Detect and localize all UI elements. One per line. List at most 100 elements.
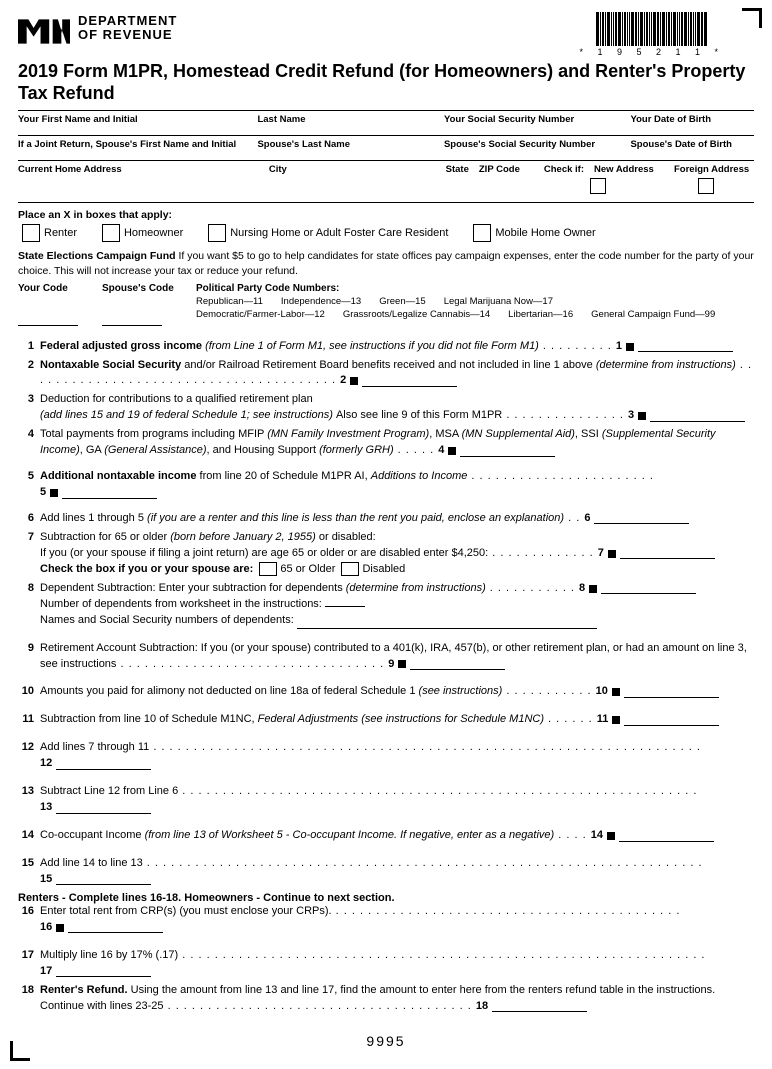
amount-input-2[interactable] bbox=[362, 376, 457, 387]
line-1: 1 Federal adjusted gross income (from Li… bbox=[18, 339, 754, 355]
logo-block: DEPARTMENT OF REVENUE bbox=[18, 12, 579, 44]
l6-tail: 6 bbox=[584, 511, 590, 527]
checkbox-disabled[interactable] bbox=[341, 562, 359, 576]
amount-input-18[interactable] bbox=[492, 1001, 587, 1012]
amount-input-5[interactable] bbox=[62, 488, 157, 499]
checkbox-foreign-address[interactable] bbox=[698, 178, 714, 194]
amount-input-12[interactable] bbox=[56, 759, 151, 770]
line-num: 4 bbox=[18, 427, 40, 443]
l7-plain2: or disabled: bbox=[316, 531, 376, 543]
l1-tail: 1 bbox=[616, 339, 622, 355]
label-ssn: Your Social Security Number bbox=[444, 114, 621, 125]
l18-tail: 18 bbox=[476, 999, 488, 1015]
apply-section: Place an X in boxes that apply: Renter H… bbox=[18, 209, 754, 245]
amount-input-14[interactable] bbox=[619, 831, 714, 842]
amount-input-17[interactable] bbox=[56, 966, 151, 977]
dependents-names-input[interactable] bbox=[297, 618, 597, 629]
l7-plain: Subtraction for 65 or older bbox=[40, 531, 170, 543]
line-num: 17 bbox=[18, 948, 40, 964]
amount-input-3[interactable] bbox=[650, 411, 745, 422]
line-10: 10 Amounts you paid for alimony not dedu… bbox=[18, 684, 754, 700]
checkbox-mobile[interactable] bbox=[473, 224, 491, 242]
amount-input-1[interactable] bbox=[638, 341, 733, 352]
l4-p1: Total payments from programs including M… bbox=[40, 428, 267, 440]
amount-input-9[interactable] bbox=[410, 659, 505, 670]
label-new-address: New Address bbox=[594, 164, 664, 175]
line-num: 10 bbox=[18, 684, 40, 700]
square-marker bbox=[56, 924, 64, 932]
line-num: 15 bbox=[18, 856, 40, 872]
amount-input-10[interactable] bbox=[624, 687, 719, 698]
l1-ital: (from Line 1 of Form M1, see instruction… bbox=[205, 340, 539, 352]
amount-input-11[interactable] bbox=[624, 715, 719, 726]
label-state: State bbox=[446, 164, 469, 175]
amount-input-13[interactable] bbox=[56, 803, 151, 814]
line-num: 16 bbox=[18, 904, 40, 920]
l16-tail: 16 bbox=[40, 920, 52, 936]
spouse-code-input[interactable] bbox=[102, 312, 162, 326]
l7-opt1: 65 or Older bbox=[280, 563, 335, 575]
dependents-count-input[interactable] bbox=[325, 597, 365, 607]
l17-plain: Multiply line 16 by 17% (.17) bbox=[40, 949, 178, 961]
dept-line2: OF REVENUE bbox=[78, 28, 177, 42]
separator bbox=[18, 202, 754, 203]
l8-tail: 8 bbox=[579, 581, 585, 597]
square-marker bbox=[626, 343, 634, 351]
label-spouse-last: Spouse's Last Name bbox=[257, 139, 434, 150]
code-green: Green—15 bbox=[379, 296, 425, 307]
amount-input-15[interactable] bbox=[56, 874, 151, 885]
amount-input-16[interactable] bbox=[68, 922, 163, 933]
line-5: 5 Additional nontaxable income from line… bbox=[18, 469, 754, 501]
amount-input-4[interactable] bbox=[460, 446, 555, 457]
label-nursing: Nursing Home or Adult Foster Care Reside… bbox=[230, 227, 448, 239]
l15-tail: 15 bbox=[40, 872, 52, 888]
l4-i5: (formerly GRH) bbox=[319, 444, 394, 456]
l7-tail: 7 bbox=[598, 546, 604, 562]
checkbox-65-older[interactable] bbox=[259, 562, 277, 576]
l10-tail: 10 bbox=[596, 684, 608, 700]
code-lmn: Legal Marijuana Now—17 bbox=[444, 296, 553, 307]
l8-sub1: Number of dependents from worksheet in t… bbox=[40, 598, 322, 610]
l6-plain: Add lines 1 through 5 bbox=[40, 512, 147, 524]
l7-ital: (born before January 2, 1955) bbox=[170, 531, 316, 543]
checkbox-renter[interactable] bbox=[22, 224, 40, 242]
l10-plain: Amounts you paid for alimony not deducte… bbox=[40, 685, 419, 697]
label-spouse-ssn: Spouse's Social Security Number bbox=[444, 139, 621, 150]
amount-input-7[interactable] bbox=[620, 548, 715, 559]
barcode-number: * 1 9 5 2 1 1 * bbox=[579, 47, 724, 57]
line-18: 18 Renter's Refund. Using the amount fro… bbox=[18, 983, 754, 1015]
l7-opt2: Disabled bbox=[362, 563, 405, 575]
corner-mark-tr bbox=[742, 8, 762, 28]
l18-bold: Renter's Refund. bbox=[40, 984, 131, 996]
apply-heading: Place an X in boxes that apply: bbox=[18, 209, 754, 221]
your-code-input[interactable] bbox=[18, 312, 78, 326]
amount-input-8[interactable] bbox=[601, 583, 696, 594]
l9-tail: 9 bbox=[388, 657, 394, 673]
l14-ital: (from line 13 of Worksheet 5 - Co-occupa… bbox=[145, 829, 555, 841]
l11-tail: 11 bbox=[597, 712, 609, 728]
l5-tail: 5 bbox=[40, 485, 46, 501]
separator bbox=[18, 160, 754, 161]
field-row-3: Current Home Address City State ZIP Code… bbox=[18, 164, 754, 175]
checkbox-new-address[interactable] bbox=[590, 178, 606, 194]
separator bbox=[18, 110, 754, 111]
amount-input-6[interactable] bbox=[594, 513, 689, 524]
label-first-name: Your First Name and Initial bbox=[18, 114, 247, 125]
label-foreign-address: Foreign Address bbox=[674, 164, 754, 175]
code-dfl: Democratic/Farmer-Labor—12 bbox=[196, 309, 325, 320]
square-marker bbox=[612, 716, 620, 724]
line-13: 13 Subtract Line 12 from Line 6 . . . . … bbox=[18, 784, 754, 816]
l14-plain: Co-occupant Income bbox=[40, 829, 145, 841]
line-num: 13 bbox=[18, 784, 40, 800]
l2-plain: and/or Railroad Retirement Board benefit… bbox=[184, 359, 596, 371]
checkbox-nursing[interactable] bbox=[208, 224, 226, 242]
line-15: 15 Add line 14 to line 13 . . . . . . . … bbox=[18, 856, 754, 888]
l4-p5: , and Housing Support bbox=[207, 444, 320, 456]
l13-tail: 13 bbox=[40, 800, 52, 816]
checkbox-homeowner[interactable] bbox=[102, 224, 120, 242]
l2-ital: (determine from instructions) bbox=[596, 359, 736, 371]
line-16: 16 Enter total rent from CRP(s) (you mus… bbox=[18, 904, 754, 936]
l2-tail: 2 bbox=[340, 373, 346, 389]
label-spouse-first: If a Joint Return, Spouse's First Name a… bbox=[18, 139, 247, 150]
label-renter: Renter bbox=[44, 227, 77, 239]
